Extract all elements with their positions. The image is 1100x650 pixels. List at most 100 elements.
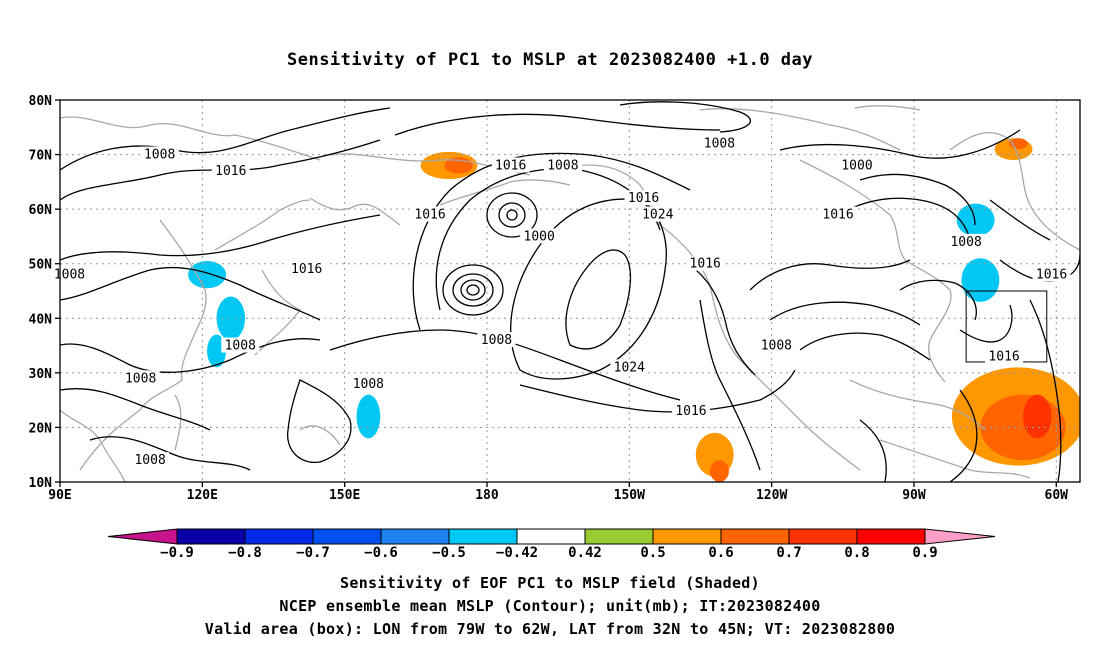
lat-tick-label: 10N [29,476,53,491]
lon-tick-label: 180 [475,488,499,503]
sensitivity-patch [980,394,1066,461]
colorbar: −0.9 −0.8 −0.7 −0.6 −0.5 −0.42 0.42 0.5 0.6 0.7 0.… [107,528,996,561]
colorbar-label: 0.42 [568,545,602,561]
contour-label-bg [287,261,326,277]
contour-label: 1008 [225,339,256,354]
contour-label: 1000 [524,229,555,244]
contour-label: 1008 [761,339,792,354]
contour-label-bg [638,206,677,222]
lon-tick-label: 120W [756,488,787,503]
contour-label-bg [947,233,986,249]
sensitivity-patch [216,296,246,341]
caption-valid-area: Valid area (box): LON from 79W to 62W, L… [204,620,896,638]
colorbar-label: 0.9 [912,545,937,561]
contour-label-bg [520,228,559,244]
sensitivity-map: 1008 1016 1016 1016 1008 1008 1008 1008 1008 1016… [29,94,1081,561]
lon-tick-label: 90W [902,488,926,503]
contour-label-bg [221,337,260,353]
contour-label-bg [131,452,170,468]
colorbar-label: −0.42 [496,545,538,561]
contour-label: 1016 [822,208,853,223]
lat-tick-label: 60N [29,203,53,218]
contour-label: 1016 [1036,268,1067,283]
latitude-ticks: 80N 70N 60N 50N 40N 30N 20N 10N [29,94,60,491]
colorbar-cell [584,528,654,545]
contour-label-bg [543,157,582,173]
contour-label-bg [819,206,858,222]
colorbar-label: −0.7 [296,545,330,561]
colorbar-cell [448,528,518,545]
lat-tick-label: 80N [29,94,53,109]
colorbar-label: 0.7 [776,545,801,561]
contour-label-bg [610,359,649,375]
colorbar-label: −0.6 [364,545,398,561]
lon-tick-label: 150E [329,488,360,503]
contour-label: 1008 [144,148,175,163]
sensitivity-patch [709,460,729,482]
colorbar-cell [856,528,926,545]
longitude-ticks: 90E 120E 150E 180 150W 120W 90W 60W [48,482,1068,503]
contour-label-bg [624,190,663,206]
contour-labels: 1008 1016 1016 1016 1008 1008 1008 1008 1008 1016… [50,135,1071,468]
contour-label: 1016 [675,404,706,419]
sensitivity-patch [1023,394,1052,439]
contour-label-bg [121,370,160,386]
contour-label: 1016 [988,349,1019,364]
lat-tick-label: 30N [29,367,53,382]
contour-label: 1016 [291,262,322,277]
contour-label: 1024 [642,208,673,223]
contour-label: 1016 [215,164,246,179]
lat-tick-label: 40N [29,312,53,327]
caption-shading: Sensitivity of EOF PC1 to MSLP field (Sh… [340,574,760,592]
contour-label: 1008 [704,137,735,152]
colorbar-cell [380,528,450,545]
lat-tick-label: 20N [29,421,53,436]
colorbar-label: −0.5 [432,545,466,561]
contour-label: 1000 [841,158,872,173]
colorbar-cell [244,528,314,545]
contour-label: 1016 [414,208,445,223]
contour-label-bg [757,337,796,353]
contour-label-bg [211,162,250,178]
contour-label: 1008 [481,333,512,348]
colorbar-label: −0.8 [228,545,262,561]
lon-tick-label: 60W [1045,488,1069,503]
contour-label: 1008 [950,235,981,250]
lon-tick-label: 120E [187,488,218,503]
contour-label-bg [349,375,388,391]
lat-tick-label: 70N [29,149,53,164]
colorbar-label: 0.6 [708,545,733,561]
contour-label-bg [985,348,1024,364]
contour-label-bg [1032,266,1071,282]
sensitivity-patch [1008,138,1028,150]
contour-label: 1024 [614,360,645,375]
contour-label: 1008 [54,268,85,283]
contour-label-bg [671,403,710,419]
contour-label-bg [411,206,450,222]
lon-tick-label: 90E [48,488,71,503]
contour-label: 1008 [134,453,165,468]
sensitivity-shading [188,138,1080,482]
colorbar-cell [176,528,246,545]
contour-label: 1016 [495,158,526,173]
contour-label: 1008 [547,158,578,173]
contour-label: 1016 [690,257,721,272]
contour-label: 1016 [628,191,659,206]
contour-label-bg [477,332,516,348]
sensitivity-patch [356,394,381,439]
contour-label: 1008 [353,377,384,392]
colorbar-cell [720,528,790,545]
sensitivity-patch [961,258,1000,302]
plot-frame [59,99,1081,483]
colorbar-cell [652,528,722,545]
colorbar-cell [516,528,586,545]
colorbar-label: 0.8 [844,545,869,561]
lon-tick-label: 150W [614,488,645,503]
contour-label-bg [491,157,530,173]
contour-label-bg [686,255,725,271]
contour-label-bg [838,157,877,173]
sensitivity-patch [956,203,995,237]
colorbar-cell [312,528,382,545]
colorbar-label: −0.9 [160,545,194,561]
map-title: Sensitivity of PC1 to MSLP at 2023082400… [286,50,813,70]
